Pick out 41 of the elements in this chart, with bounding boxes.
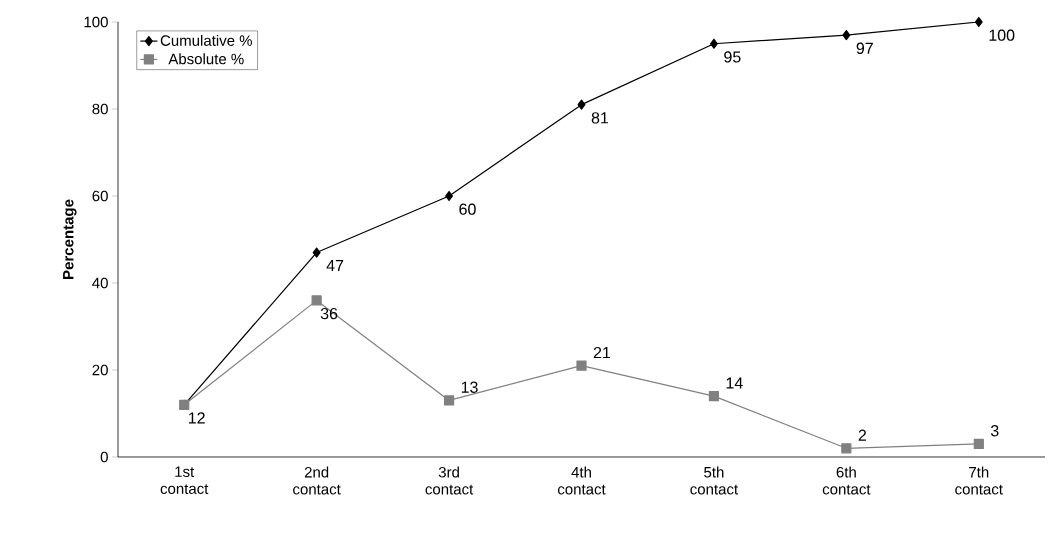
legend-label: Cumulative % (160, 34, 252, 46)
point (708, 391, 720, 402)
point (577, 99, 586, 110)
data-label: 81 (591, 112, 609, 124)
data-label: 21 (593, 346, 611, 359)
x-tick-label: 3rd contact (425, 466, 474, 495)
point (576, 360, 587, 371)
data-label: 14 (726, 377, 743, 389)
data-label: 36 (320, 307, 338, 320)
x-tick-label: 1st contact (160, 466, 209, 494)
y-tick-label: 60 (92, 190, 108, 202)
y-tick-label: 80 (92, 103, 108, 115)
data-label: 97 (856, 42, 873, 54)
point (443, 395, 455, 406)
x-tick-label: 2nd contact (293, 466, 341, 495)
data-label: 47 (326, 260, 344, 272)
data-label: 12 (188, 412, 205, 424)
x-tick-label: 5th contact (690, 466, 738, 495)
point (709, 38, 718, 49)
y-tick-label: 0 (100, 451, 108, 463)
point (445, 190, 454, 202)
x-tick-label: 4th contact (557, 466, 606, 495)
y-tick-label: 40 (92, 277, 108, 289)
data-label: 13 (461, 381, 478, 393)
point (841, 443, 852, 454)
data-label: 3 (990, 425, 999, 437)
y-tick-label: 100 (84, 16, 108, 28)
x-tick-label: 6th contact (822, 466, 871, 495)
data-label: 95 (724, 51, 741, 63)
point (311, 295, 322, 306)
y-tick-label: 20 (92, 364, 108, 376)
point (974, 16, 983, 28)
legend-label: Absolute % (168, 53, 244, 65)
data-label: 100 (989, 29, 1015, 41)
point (973, 438, 984, 450)
y-axis-title: Percentage (63, 199, 77, 279)
data-label: 60 (459, 203, 476, 215)
data-label: 2 (858, 429, 866, 441)
point (842, 29, 851, 41)
x-tick-label: 7th contact (955, 466, 1003, 495)
point (312, 247, 321, 258)
